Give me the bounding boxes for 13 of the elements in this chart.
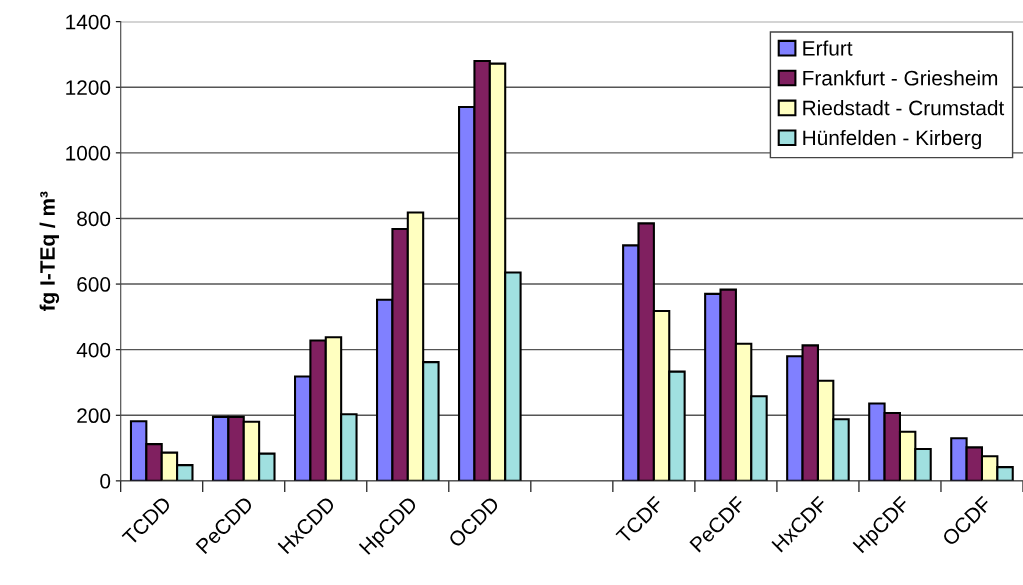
y-tick-label: 1000	[66, 145, 111, 161]
y-tick-label: 200	[77, 408, 111, 424]
y-tick-label: 400	[76, 342, 111, 358]
y-tick-label: 1400	[66, 14, 111, 30]
legend-label: Frankfurt - Griesheim	[803, 70, 998, 86]
legend-label: Riedstadt - Crumstadt	[803, 100, 1005, 116]
legend-label: Erfurt	[803, 40, 853, 56]
y-axis-title: fg I-TEq / m³	[39, 191, 60, 312]
y-tick-label: 0	[100, 473, 111, 489]
y-tick-label: 600	[77, 277, 111, 292]
legend-label: Hünfelden - Kirberg	[803, 129, 981, 150]
y-tick-label: 800	[77, 211, 111, 227]
y-tick-label: 1200	[66, 80, 111, 95]
